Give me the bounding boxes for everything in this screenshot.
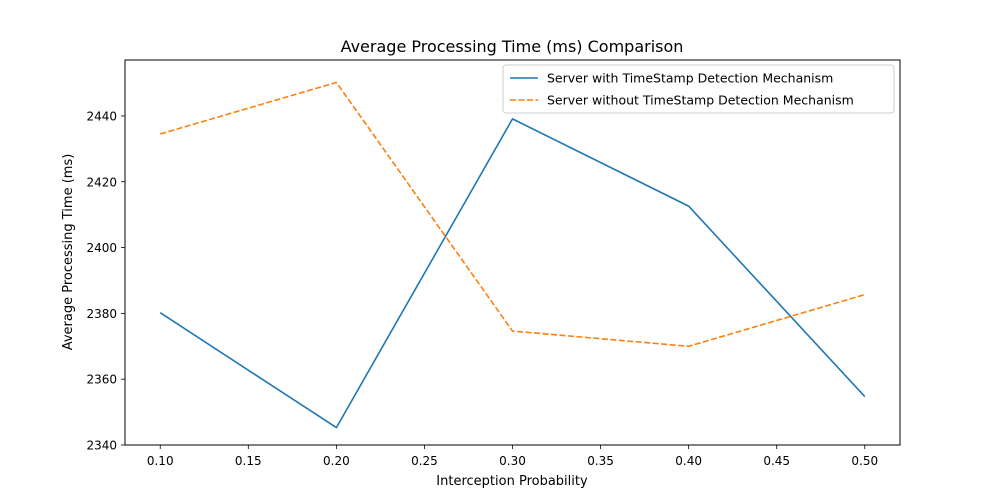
legend: Server with TimeStamp Detection Mechanis…: [502, 64, 895, 114]
y-tick-label: 2440: [86, 109, 117, 123]
plot-lines: [159, 81, 866, 429]
x-tick-label: 0.35: [587, 454, 614, 468]
y-tick-label: 2340: [86, 439, 117, 453]
series-line-1: [159, 118, 866, 429]
x-tick-label: 0.10: [147, 454, 174, 468]
y-tick-label: 2360: [86, 373, 117, 387]
x-tick-label: 0.15: [235, 454, 262, 468]
y-axis-label: Average Processing Time (ms): [61, 154, 76, 351]
y-tick-label: 2420: [86, 175, 117, 189]
x-tick-label: 0.20: [323, 454, 350, 468]
x-tick-label: 0.45: [763, 454, 790, 468]
x-tick-label: 0.40: [675, 454, 702, 468]
y-tick-label: 2380: [86, 307, 117, 321]
legend-label-1: Server with TimeStamp Detection Mechanis…: [547, 71, 833, 86]
axes: 0.10 0.15 0.20 0.25 0.30 0.35 0.40 0.45 0.50 2340…: [86, 109, 878, 468]
x-tick-label: 0.30: [499, 454, 526, 468]
chart-title: Average Processing Time (ms) Comparison: [341, 37, 684, 56]
plot-frame: [124, 59, 901, 446]
y-tick-label: 2400: [86, 241, 117, 255]
legend-label-2: Server without TimeStamp Detection Mecha…: [547, 93, 854, 108]
legend-box: [502, 64, 895, 114]
x-tick-label: 0.50: [851, 454, 878, 468]
series-line-2: [159, 81, 866, 348]
x-axis-label: Interception Probability: [436, 474, 588, 489]
x-tick-label: 0.25: [411, 454, 438, 468]
